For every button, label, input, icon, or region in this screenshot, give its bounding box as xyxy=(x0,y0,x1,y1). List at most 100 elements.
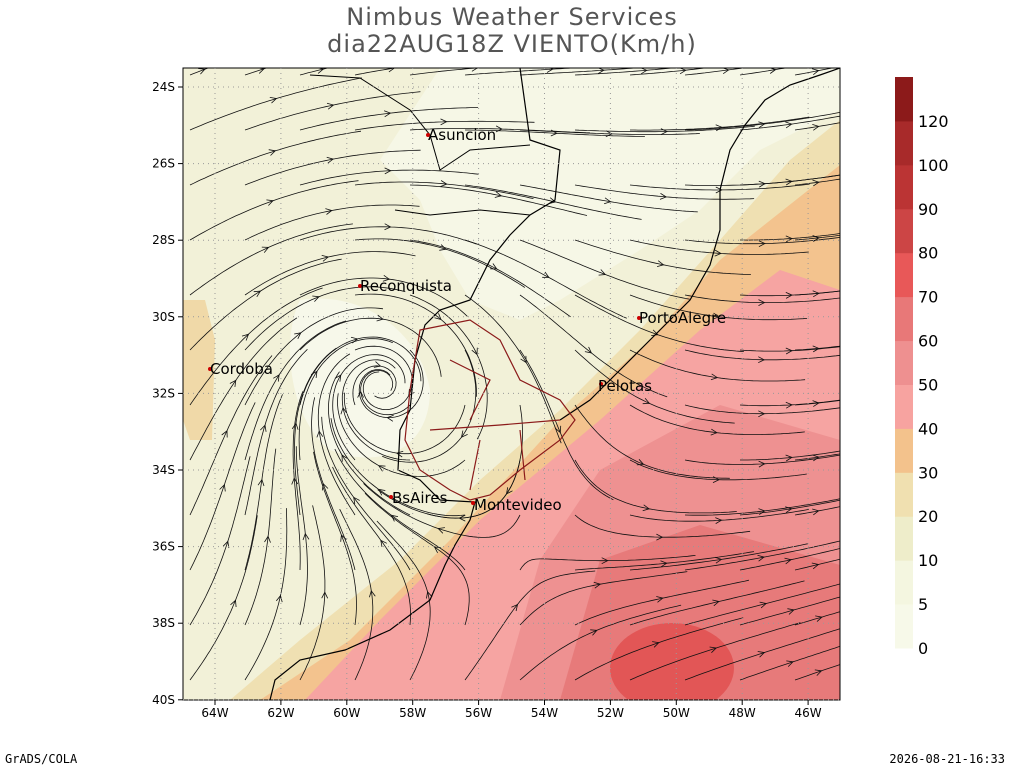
streamline xyxy=(464,68,579,76)
city-dot xyxy=(637,316,641,320)
arrowhead xyxy=(603,197,612,205)
arrowhead xyxy=(380,539,387,547)
coastline xyxy=(269,68,840,700)
streamline xyxy=(739,596,840,626)
lon-label: 62W xyxy=(267,706,294,720)
arrowhead xyxy=(590,629,598,636)
streamline xyxy=(189,317,298,461)
frame xyxy=(182,67,841,701)
streamline xyxy=(294,347,337,516)
arrowhead xyxy=(230,599,237,608)
arrowhead xyxy=(460,430,468,438)
arrowhead xyxy=(440,180,448,187)
graticule: 24S 26S 28S 30S 32S 34S 36S 38S 40S 64W 62W 60W 58W 5… xyxy=(152,68,840,720)
streamline xyxy=(574,459,737,514)
city-dot xyxy=(389,495,393,499)
arrowhead xyxy=(605,130,613,138)
arrowhead xyxy=(542,271,550,278)
arrowhead xyxy=(390,514,399,522)
streamline xyxy=(629,349,806,382)
streamline xyxy=(299,336,422,406)
colorbar-segment xyxy=(895,296,913,342)
arrowhead xyxy=(656,533,664,541)
city-label: Reconquista xyxy=(360,277,452,295)
arrowhead xyxy=(373,361,382,368)
streamline xyxy=(360,369,411,416)
streamline xyxy=(244,320,347,461)
streamline xyxy=(244,307,384,406)
arrowhead xyxy=(382,274,391,282)
colorbar-label: 120 xyxy=(918,112,949,131)
streamline xyxy=(244,394,283,571)
lat-label: 38S xyxy=(152,616,175,630)
arrowhead xyxy=(811,562,820,570)
arrowhead xyxy=(378,465,386,472)
streamline xyxy=(519,294,668,398)
streamline xyxy=(299,505,326,681)
colorbar-segment xyxy=(895,428,913,473)
streamline xyxy=(629,622,801,681)
colorbar-label: 10 xyxy=(918,551,938,570)
arrowhead xyxy=(275,594,283,603)
arrowhead xyxy=(434,313,442,321)
arrowhead xyxy=(785,506,793,513)
colorbar-label: 30 xyxy=(918,463,938,482)
arrowhead xyxy=(490,263,498,270)
streamline xyxy=(376,520,431,681)
streamline xyxy=(354,181,534,199)
arrowhead xyxy=(321,591,329,599)
shade xyxy=(610,623,734,700)
streamline xyxy=(189,355,273,516)
arrowhead xyxy=(310,370,318,379)
lon-label: 46W xyxy=(795,706,822,720)
streamline xyxy=(574,184,755,200)
streamline xyxy=(354,120,535,131)
streamline xyxy=(629,404,805,436)
arrowhead xyxy=(388,68,396,73)
streamline xyxy=(519,604,682,681)
colorbar: 0 5 10 20 30 40 50 60 70 80 90 100 120 xyxy=(895,77,949,658)
arrowhead xyxy=(383,110,392,118)
streamline xyxy=(629,459,807,481)
arrowhead xyxy=(714,556,723,564)
arrowhead xyxy=(325,208,333,215)
streamline xyxy=(189,402,256,571)
title: Nimbus Weather Services xyxy=(346,3,677,31)
arrowhead xyxy=(660,560,668,568)
arrowhead xyxy=(710,373,719,381)
arrowhead xyxy=(812,508,820,516)
city-label: Asuncion xyxy=(428,126,496,144)
arrowhead xyxy=(785,292,793,299)
lon-label: 50W xyxy=(663,706,690,720)
streamline xyxy=(189,287,323,406)
arrowhead xyxy=(384,167,392,175)
arrowhead xyxy=(273,374,280,382)
colorbar-label: 60 xyxy=(918,332,938,351)
streamline xyxy=(574,404,730,479)
lat-label: 40S xyxy=(152,693,175,707)
arrowhead xyxy=(757,651,766,658)
streamline xyxy=(244,251,416,296)
arrowhead xyxy=(554,425,562,434)
city-dot xyxy=(471,501,475,505)
arrowhead xyxy=(440,118,448,126)
arrowhead xyxy=(229,379,237,387)
colorbar-segment xyxy=(895,208,913,254)
arrowhead xyxy=(812,179,820,187)
colorbar-label: 5 xyxy=(918,595,928,614)
streamline xyxy=(189,130,362,186)
colorbar-segment xyxy=(895,472,913,517)
colorbar-segment xyxy=(895,340,913,385)
shade xyxy=(183,300,215,440)
arrowhead xyxy=(321,255,330,262)
streamline xyxy=(363,483,521,538)
streamline xyxy=(189,258,342,351)
lat-label: 34S xyxy=(152,463,175,477)
streamline xyxy=(358,349,424,419)
arrowhead xyxy=(471,68,479,72)
city-label: Montevideo xyxy=(474,496,562,514)
streamline xyxy=(519,68,639,76)
streamline xyxy=(794,664,840,681)
arrowhead xyxy=(334,374,342,382)
